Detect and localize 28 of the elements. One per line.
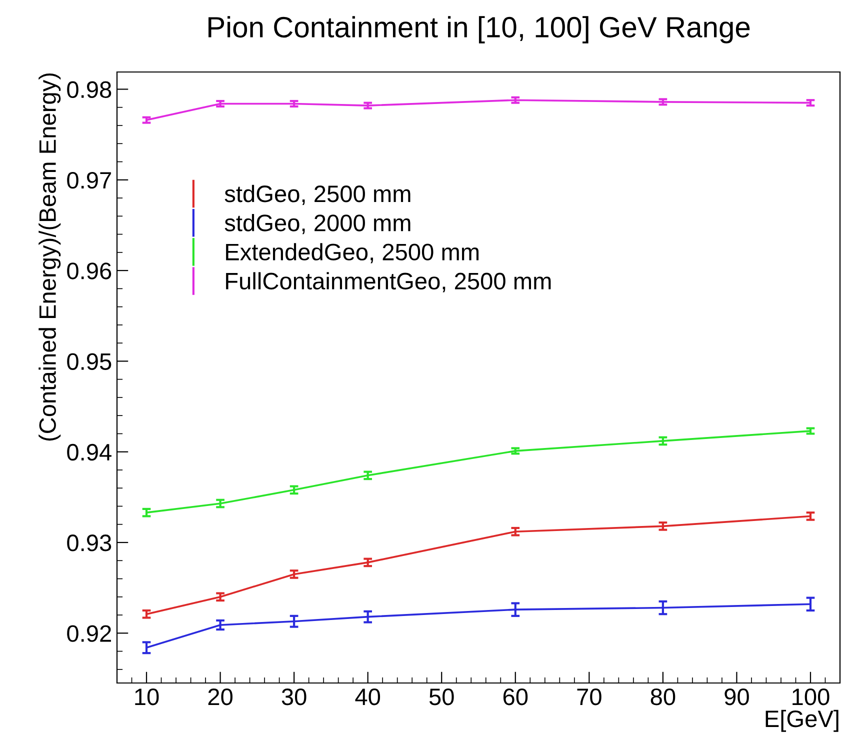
x-tick-label: 80 [650, 688, 676, 706]
x-tick-label: 90 [724, 688, 749, 706]
x-tick-label: 30 [282, 688, 306, 706]
y-tick-label: 0.97 [67, 172, 111, 189]
x-tick-label: 20 [208, 688, 232, 706]
x-tick-label: 10 [135, 688, 159, 706]
x-tick-label: 50 [429, 688, 454, 706]
x-tick-label: 60 [503, 688, 528, 706]
chart-title: Pion Containment in [10, 100] GeV Range [208, 16, 750, 44]
legend-label: FullContainmentGeo, 2500 mm [226, 272, 551, 292]
y-tick-label: 0.94 [67, 444, 112, 461]
y-tick-label: 0.95 [67, 353, 112, 370]
line-series [146, 603, 812, 649]
y-tick-label: 0.98 [67, 81, 112, 98]
y-tick-label: 0.96 [67, 262, 112, 280]
line-series [146, 430, 812, 514]
y-tick-label: 0.92 [67, 625, 111, 642]
x-axis-title: E[GeV] [766, 710, 838, 732]
y-axis-title: (Contained Energy)/(Beam Energy) [38, 73, 61, 441]
legend-label: stdGeo, 2500 mm [224, 184, 410, 206]
x-tick-label: 100 [792, 688, 830, 706]
x-tick-label: 40 [355, 688, 380, 706]
legend-label: stdGeo, 2000 mm [224, 214, 410, 234]
x-tick-label: 70 [577, 688, 602, 706]
line-series [146, 99, 812, 121]
y-tick-label: 0.93 [67, 534, 112, 552]
line-series [146, 515, 812, 616]
legend-label: ExtendedGeo, 2500 mm [226, 243, 479, 264]
